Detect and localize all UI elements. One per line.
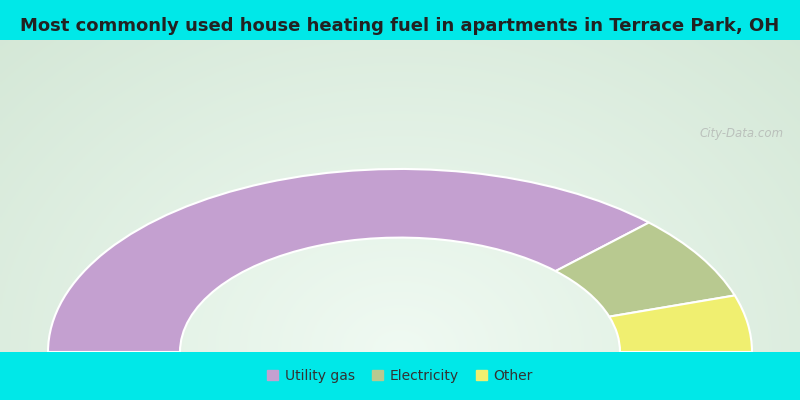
- Text: City-Data.com: City-Data.com: [700, 127, 784, 140]
- Wedge shape: [555, 222, 734, 317]
- Wedge shape: [48, 169, 649, 352]
- Legend: Utility gas, Electricity, Other: Utility gas, Electricity, Other: [262, 364, 538, 388]
- Text: Most commonly used house heating fuel in apartments in Terrace Park, OH: Most commonly used house heating fuel in…: [20, 17, 780, 35]
- Wedge shape: [610, 296, 752, 352]
